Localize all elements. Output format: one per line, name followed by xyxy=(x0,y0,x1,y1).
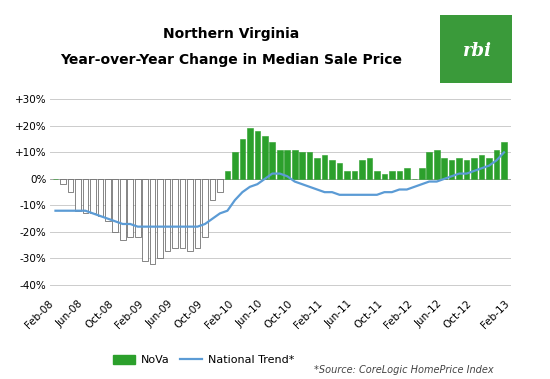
Bar xyxy=(434,150,439,179)
Bar xyxy=(128,179,133,237)
Bar xyxy=(262,136,268,179)
Bar xyxy=(224,171,230,179)
Bar xyxy=(113,179,118,232)
Text: Year-over-Year Change in Median Sale Price: Year-over-Year Change in Median Sale Pri… xyxy=(60,53,402,67)
Bar xyxy=(240,139,245,179)
Bar xyxy=(232,152,238,179)
Bar xyxy=(397,171,402,179)
Text: *Source: CoreLogic HomePrice Index: *Source: CoreLogic HomePrice Index xyxy=(314,365,493,375)
Legend: NoVa, National Trend*: NoVa, National Trend* xyxy=(108,350,299,370)
Bar xyxy=(359,160,365,179)
Bar xyxy=(157,179,163,258)
Bar xyxy=(419,168,425,179)
Bar xyxy=(247,128,252,179)
Bar xyxy=(142,179,148,261)
Bar xyxy=(442,158,447,179)
Bar xyxy=(449,160,454,179)
Bar xyxy=(60,179,66,184)
Bar xyxy=(307,152,312,179)
Bar xyxy=(299,152,305,179)
Bar xyxy=(180,179,185,248)
Bar xyxy=(120,179,125,240)
Bar xyxy=(367,158,372,179)
Bar xyxy=(195,179,200,248)
Bar xyxy=(426,152,432,179)
Bar xyxy=(315,158,320,179)
Bar xyxy=(351,171,358,179)
Bar xyxy=(486,158,492,179)
Bar xyxy=(217,179,223,192)
Bar xyxy=(165,179,170,251)
Bar xyxy=(202,179,208,237)
Bar xyxy=(389,171,395,179)
Bar xyxy=(270,142,275,179)
Bar xyxy=(277,150,283,179)
Bar xyxy=(97,179,103,216)
Bar xyxy=(90,179,96,213)
Bar xyxy=(292,150,298,179)
Text: rbi: rbi xyxy=(463,42,492,60)
Bar xyxy=(75,179,81,211)
Bar xyxy=(374,171,379,179)
Bar xyxy=(471,158,477,179)
Bar xyxy=(337,163,342,179)
Bar xyxy=(344,171,350,179)
Bar xyxy=(284,150,290,179)
Text: Northern Virginia: Northern Virginia xyxy=(163,27,299,41)
Bar xyxy=(150,179,156,264)
Bar xyxy=(187,179,193,251)
Bar xyxy=(82,179,88,213)
Bar xyxy=(255,131,260,179)
Bar xyxy=(479,155,485,179)
Bar xyxy=(68,179,73,192)
Bar xyxy=(135,179,140,237)
Bar xyxy=(382,174,387,179)
Bar xyxy=(456,158,462,179)
Bar xyxy=(404,168,410,179)
Bar xyxy=(172,179,178,248)
Bar xyxy=(464,160,470,179)
Bar xyxy=(105,179,111,221)
Bar xyxy=(501,142,507,179)
Bar xyxy=(329,160,335,179)
Bar xyxy=(322,155,327,179)
Bar xyxy=(210,179,215,200)
Bar xyxy=(494,150,499,179)
